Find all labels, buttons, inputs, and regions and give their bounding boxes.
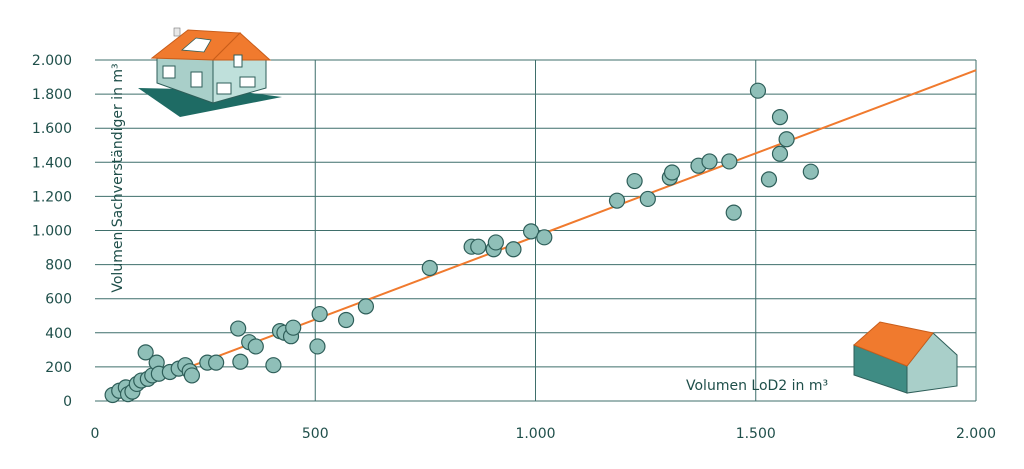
data-point-48	[725, 204, 742, 221]
x-axis-label: Volumen LoD2 in m³	[686, 378, 828, 394]
data-point-46	[701, 153, 718, 170]
x-tick-label: 1.500	[736, 426, 776, 442]
y-tick-label: 0	[63, 394, 72, 410]
data-point-49	[749, 82, 767, 99]
y-tick-label: 200	[45, 360, 72, 376]
y-tick-label: 1.200	[32, 189, 72, 205]
data-point-19	[230, 320, 247, 337]
y-axis-label: Volumen Sachverständiger in m³	[110, 63, 126, 292]
data-point-28	[309, 338, 326, 355]
data-point-27	[285, 319, 302, 336]
data-point-37	[505, 241, 522, 258]
y-tick-label: 1.800	[32, 87, 72, 103]
data-point-29	[311, 305, 328, 323]
data-point-44	[663, 164, 681, 181]
data-point-18	[208, 354, 225, 371]
y-tick-label: 1.400	[32, 155, 72, 171]
data-point-53	[778, 131, 795, 148]
data-point-39	[536, 229, 553, 246]
y-tick-label: 1.000	[32, 224, 72, 240]
data-point-52	[771, 109, 789, 126]
data-point-7	[137, 344, 154, 361]
data-point-41	[626, 172, 643, 190]
x-tick-label: 500	[302, 426, 329, 442]
y-tick-label: 2.000	[32, 53, 72, 69]
x-tick-label: 0	[91, 426, 100, 442]
data-point-38	[522, 223, 540, 240]
y-tick-label: 800	[45, 258, 72, 274]
data-point-47	[721, 153, 738, 170]
y-tick-label: 400	[45, 326, 72, 342]
data-point-54	[802, 163, 819, 180]
x-tick-labels: 0 500 1.000 1.500 2.000	[91, 426, 997, 442]
data-point-30	[337, 311, 355, 329]
data-point-32	[421, 259, 438, 277]
data-point-36	[487, 234, 504, 251]
data-point-16	[183, 367, 201, 384]
data-point-31	[357, 298, 375, 315]
data-point-40	[608, 192, 626, 209]
data-point-50	[760, 171, 778, 188]
data-point-42	[639, 190, 656, 208]
house-photo-icon	[138, 27, 282, 117]
data-point-51	[771, 145, 789, 162]
x-tick-label: 1.000	[515, 426, 555, 442]
y-tick-labels: 0 200 400 600 800 1.000 1.200 1.400 1.600 1.800 2.…	[32, 53, 72, 410]
y-tick-label: 600	[45, 292, 72, 308]
data-point-20	[232, 353, 249, 370]
data-point-34	[470, 238, 487, 255]
data-points	[104, 82, 819, 404]
data-point-22	[247, 338, 264, 355]
x-tick-label: 2.000	[956, 426, 996, 442]
y-tick-label: 1.600	[32, 121, 72, 137]
data-point-23	[265, 357, 282, 374]
house-lod2-icon	[853, 321, 958, 394]
